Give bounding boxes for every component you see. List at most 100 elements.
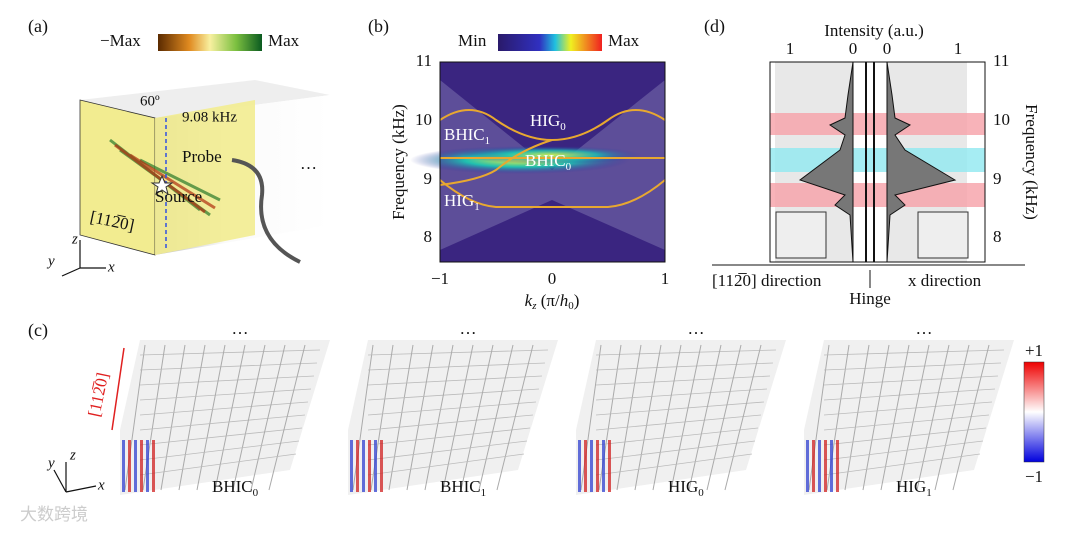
state-label: HIG1 <box>444 191 480 213</box>
band-pink <box>770 183 985 207</box>
lattice-rod <box>424 344 454 491</box>
lattice-rod <box>595 427 759 446</box>
lattice-rod <box>139 388 312 401</box>
colorbar-min: −1 <box>1025 467 1043 486</box>
lattice-rod <box>367 349 549 356</box>
mode-name: BHIC <box>440 477 481 496</box>
mode-name: HIG <box>668 477 698 496</box>
colorbar <box>498 34 602 51</box>
lattice-rod <box>139 362 318 371</box>
lattice-rod <box>823 440 984 461</box>
lattice-rod <box>268 344 306 491</box>
lattice-rod <box>916 344 950 491</box>
probe-label: Probe <box>182 147 222 166</box>
lattice-rod <box>823 401 993 416</box>
lattice-rod <box>478 344 514 491</box>
mode-label: HIG0 <box>668 477 704 499</box>
direction-label: [112̅0] <box>85 371 113 419</box>
band-glow <box>462 146 642 164</box>
lattice-rod <box>160 344 186 491</box>
field-rod <box>830 440 833 492</box>
lattice-rod <box>388 344 414 491</box>
lattice-rod <box>139 349 321 356</box>
axes-icon <box>53 462 97 493</box>
x-axis-label: Intensity (a.u.) <box>824 21 924 40</box>
lattice-rod <box>442 344 474 491</box>
field-rod <box>818 440 821 492</box>
lattice-rod <box>460 344 494 491</box>
lattice-body <box>576 340 786 495</box>
field-rod <box>836 440 839 492</box>
band-cyan <box>770 148 985 172</box>
mode-name: HIG <box>896 477 926 496</box>
inset <box>775 211 827 259</box>
lattice-rod <box>139 427 303 446</box>
lattice-rod <box>196 344 226 491</box>
panel-label: (c) <box>28 320 48 341</box>
y-tick-label: 8 <box>993 227 1002 246</box>
state-label: HIG0 <box>530 111 566 133</box>
lattice-rod <box>367 375 543 386</box>
lattice-rod <box>595 453 753 476</box>
lattice-rod <box>139 453 297 476</box>
mode-sub: 0 <box>253 487 259 499</box>
field-rod <box>590 440 593 492</box>
colorbar-min: −Max <box>100 31 141 50</box>
lattice-rod <box>367 388 540 401</box>
intensity-left <box>798 61 854 263</box>
colorbar <box>158 34 262 51</box>
field-rod <box>812 440 815 492</box>
lattice-body <box>120 340 330 495</box>
lattice-body <box>804 340 1014 495</box>
lattice-rod <box>823 453 981 476</box>
y-axis-label: Frequency (kHz) <box>389 104 408 220</box>
field-rod <box>128 440 131 492</box>
lattice-body <box>348 340 558 495</box>
lattice: … HIG0 <box>576 319 786 499</box>
lattice-rod <box>367 362 546 371</box>
lattice-rod <box>496 344 534 491</box>
lattice: … BHIC0 <box>120 319 330 499</box>
plot-frame <box>439 61 666 263</box>
field-rod <box>806 440 809 492</box>
lattice-rod <box>367 427 531 446</box>
y-axis-label: Frequency (kHz) <box>1022 104 1041 220</box>
axis-z: z <box>69 447 76 463</box>
source-label: Source <box>155 187 202 206</box>
direction-left: [112̅0] direction <box>712 271 822 290</box>
y-tick-label: 11 <box>993 51 1009 70</box>
plot-frame <box>769 61 986 263</box>
axis-y: y <box>46 253 55 269</box>
probe-cable <box>231 158 301 264</box>
panel-label: (a) <box>28 16 48 37</box>
lattice-rod <box>139 401 309 416</box>
lattice-rod <box>934 344 970 491</box>
field-rod <box>134 440 137 492</box>
mode-sub: 1 <box>926 487 932 499</box>
lattices: …BHIC0…BHIC1…HIG0…HIG1 <box>120 319 1014 499</box>
inset <box>917 211 969 259</box>
watermark: 大数跨境 <box>20 505 88 525</box>
colorbar-min: Min <box>458 31 487 50</box>
lattice-rod <box>634 344 662 491</box>
x-tick-label: 0 <box>883 39 892 58</box>
axis-z: z <box>71 231 78 247</box>
band-pink <box>770 113 985 135</box>
field-rod <box>374 440 377 492</box>
lattice-rod <box>823 427 987 446</box>
direction-arrow <box>111 347 125 431</box>
field-rod <box>146 440 149 492</box>
lattice-rod <box>595 414 762 431</box>
lattice-rod <box>232 344 266 491</box>
x-tick-label: 1 <box>661 269 670 288</box>
field-rod <box>362 440 365 492</box>
field-rod <box>380 440 383 492</box>
ellipsis: … <box>300 154 317 173</box>
field-rod <box>824 440 827 492</box>
y-tick-label: 10 <box>993 110 1010 129</box>
state-label: BHIC1 <box>444 125 490 147</box>
lattice-rod <box>139 414 306 431</box>
ellipsis: … <box>916 319 933 338</box>
lattice-rod <box>952 344 990 491</box>
